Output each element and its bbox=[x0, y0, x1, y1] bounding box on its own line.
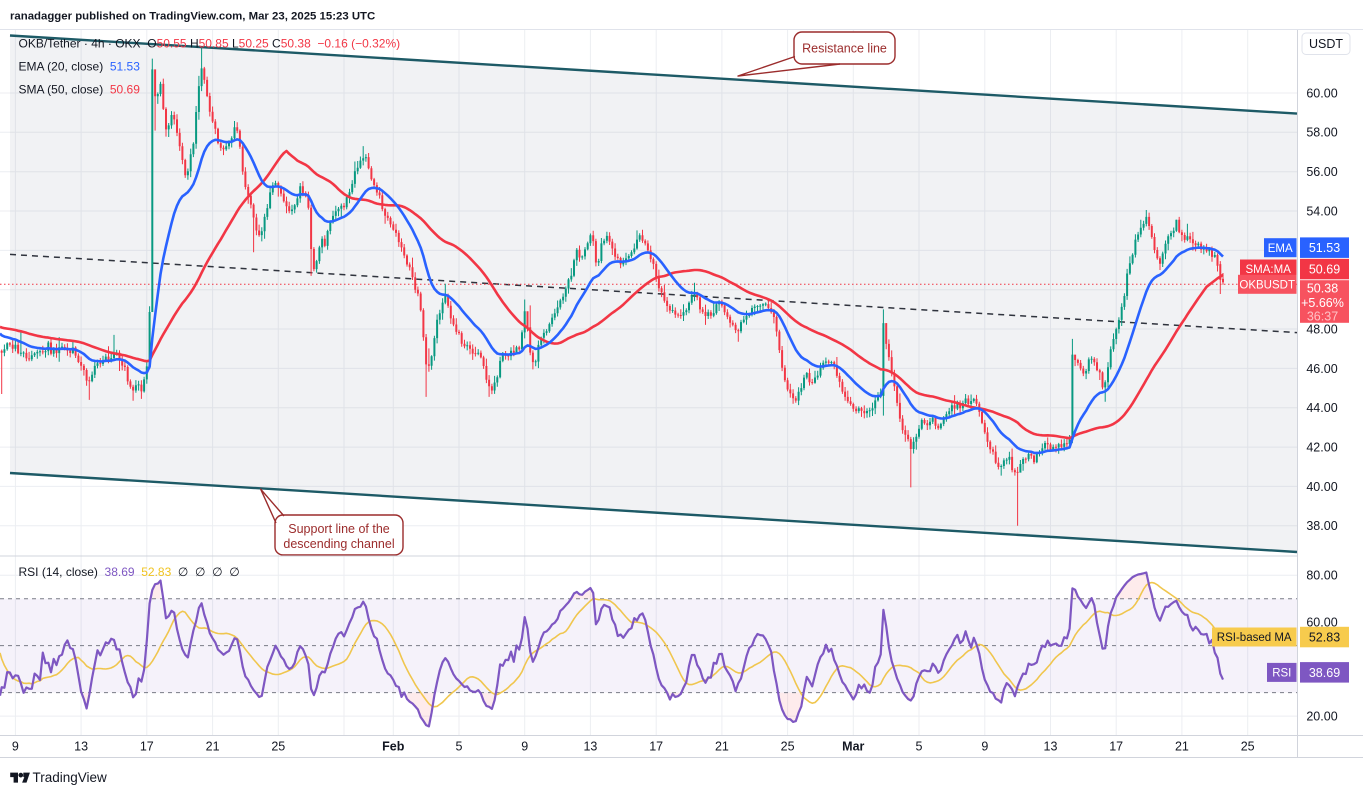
svg-text:Support line of the: Support line of the bbox=[288, 522, 390, 536]
svg-text:52.83: 52.83 bbox=[1309, 631, 1340, 645]
svg-text:25: 25 bbox=[1241, 740, 1255, 754]
svg-text:44.00: 44.00 bbox=[1306, 401, 1337, 415]
svg-text:13: 13 bbox=[1044, 740, 1058, 754]
svg-text:SMA (50, close) 50.69: SMA (50, close) 50.69 bbox=[19, 83, 141, 97]
svg-text:OKBUSDT: OKBUSDT bbox=[1239, 279, 1295, 291]
svg-text:36:37: 36:37 bbox=[1307, 310, 1338, 324]
svg-text:Mar: Mar bbox=[842, 740, 864, 754]
svg-text:48.00: 48.00 bbox=[1306, 322, 1337, 336]
svg-text:RSI: RSI bbox=[1272, 668, 1291, 680]
svg-text:5: 5 bbox=[916, 740, 923, 754]
svg-text:SMA:MA: SMA:MA bbox=[1246, 264, 1292, 276]
svg-text:OKB/Tether · 4h · OKX O50.55: OKB/Tether · 4h · OKX O50.55 H50.85 L50.… bbox=[19, 37, 401, 51]
svg-text:Resistance line: Resistance line bbox=[802, 42, 887, 56]
svg-text:21: 21 bbox=[1175, 740, 1189, 754]
svg-text:50.69: 50.69 bbox=[1309, 263, 1340, 277]
svg-text:40.00: 40.00 bbox=[1306, 480, 1337, 494]
svg-text:17: 17 bbox=[649, 740, 663, 754]
svg-text:25: 25 bbox=[271, 740, 285, 754]
svg-text:EMA (20, close) 51.53: EMA (20, close) 51.53 bbox=[19, 60, 141, 74]
svg-text:9: 9 bbox=[981, 740, 988, 754]
svg-text:USDT: USDT bbox=[1309, 37, 1343, 51]
svg-text:56.00: 56.00 bbox=[1306, 165, 1337, 179]
svg-text:13: 13 bbox=[583, 740, 597, 754]
svg-text:21: 21 bbox=[715, 740, 729, 754]
svg-text:42.00: 42.00 bbox=[1306, 441, 1337, 455]
svg-text:ranadagger published on Tradin: ranadagger published on TradingView.com,… bbox=[10, 11, 375, 23]
svg-text:9: 9 bbox=[521, 740, 528, 754]
svg-text:21: 21 bbox=[206, 740, 220, 754]
svg-text:9: 9 bbox=[12, 740, 19, 754]
svg-text:51.53: 51.53 bbox=[1309, 241, 1340, 255]
svg-text:38.00: 38.00 bbox=[1306, 519, 1337, 533]
svg-text:60.00: 60.00 bbox=[1306, 86, 1337, 100]
svg-text:descending channel: descending channel bbox=[283, 537, 394, 551]
svg-text:17: 17 bbox=[140, 740, 154, 754]
svg-text:TradingView: TradingView bbox=[33, 770, 108, 785]
svg-text:46.00: 46.00 bbox=[1306, 362, 1337, 376]
svg-text:25: 25 bbox=[781, 740, 795, 754]
svg-text:80.00: 80.00 bbox=[1306, 569, 1337, 583]
svg-text:RSI-based MA: RSI-based MA bbox=[1217, 632, 1292, 644]
svg-text:+5.66%: +5.66% bbox=[1301, 296, 1344, 310]
svg-text:58.00: 58.00 bbox=[1306, 126, 1337, 140]
svg-text:20.00: 20.00 bbox=[1306, 710, 1337, 724]
svg-text:RSI (14, close) 38.69 52.83: RSI (14, close) 38.69 52.83 ∅ ∅ ∅ ∅ bbox=[19, 565, 240, 579]
svg-text:EMA: EMA bbox=[1268, 243, 1293, 255]
svg-text:50.38: 50.38 bbox=[1307, 281, 1338, 295]
svg-text:17: 17 bbox=[1109, 740, 1123, 754]
svg-text:54.00: 54.00 bbox=[1306, 204, 1337, 218]
svg-text:Feb: Feb bbox=[382, 740, 405, 754]
svg-text:5: 5 bbox=[456, 740, 463, 754]
svg-text:60.00: 60.00 bbox=[1306, 616, 1337, 630]
svg-text:38.69: 38.69 bbox=[1309, 666, 1340, 680]
svg-text:13: 13 bbox=[74, 740, 88, 754]
